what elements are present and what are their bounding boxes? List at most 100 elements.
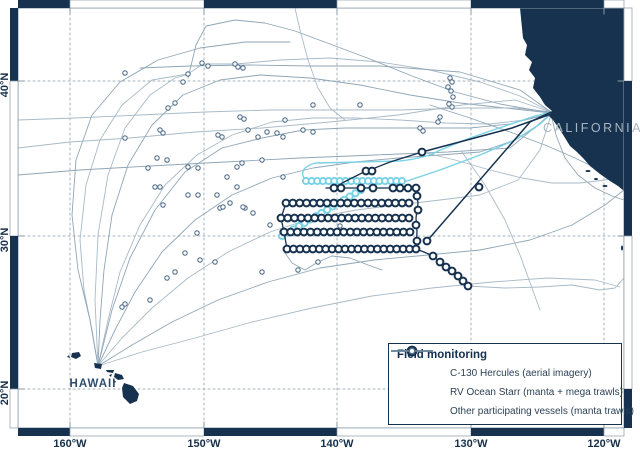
trawl-station-marker [411,183,421,193]
manta-trawl-marker [234,184,240,190]
offshore-island [585,170,591,172]
trawl-station-marker [422,236,432,246]
track-line [421,113,552,153]
graticule-border-segment [624,81,632,236]
graticule-border-segment [471,0,604,8]
c130-loop-line [301,150,439,183]
legend-item-c130: C-130 Hercules (aerial imagery) [391,346,613,383]
manta-trawl-marker [122,70,128,76]
graticule-border-segment [18,428,70,436]
manta-trawl-marker [357,102,363,108]
legend-title: Field monitoring [397,349,488,361]
manta-trawl-marker [280,134,286,140]
trawl-station-marker [329,183,339,193]
manta-trawl-marker [240,204,246,210]
trawl-station-marker [377,198,387,208]
manta-trawl-marker [315,259,321,265]
aerial-image-marker [351,189,360,198]
manta-trawl-marker [241,116,247,122]
hawaiian-island [109,374,112,377]
track-line [17,107,552,121]
manta-trawl-marker [259,269,265,275]
track-line [79,57,552,367]
trawl-station-marker [370,198,380,208]
manta-trawl-marker [165,105,171,111]
trawl-station-marker [388,183,398,193]
trawl-station-marker [441,262,451,272]
manta-trawl-marker [234,164,240,170]
manta-trawl-marker [449,79,455,85]
trawl-station-marker [368,183,378,193]
trawl-station-marker [329,198,339,208]
trawl-station-marker [336,183,346,193]
track-line [97,74,552,367]
manta-trawl-marker [449,104,455,110]
manta-trawl-marker [227,200,233,206]
manta-trawl-marker [212,259,218,265]
graticule-border-segment [336,427,472,437]
offshore-island [602,185,608,187]
graticule-border-segment [471,428,604,436]
manta-trawl-marker [259,157,265,163]
manta-trawl-marker [300,127,306,133]
manta-trawl-marker [282,117,288,123]
legend-marker-sample [408,347,416,355]
manta-trawl-marker [450,94,456,100]
trawl-station-marker [288,198,298,208]
manta-trawl-marker [172,100,178,106]
hawaiian-island [106,370,114,373]
trawl-station-marker [302,198,311,208]
manta-trawl-marker [164,157,170,163]
axis-tick-label: 160°W [53,438,87,450]
manta-trawl-marker [194,230,200,236]
graticule-border-segment [623,7,633,82]
graticule-border-segment [69,427,205,437]
manta-trawl-marker [255,134,261,140]
track-line [97,112,552,367]
trawl-station-marker [295,198,305,208]
map-frame [9,0,633,437]
trawl-station-marker [412,236,422,246]
trawl-station-marker [413,205,423,215]
manta-trawl-marker [160,202,166,208]
trawl-station-marker [404,213,414,223]
manta-trawl-marker [274,130,280,136]
manta-trawl-marker [157,184,163,190]
offshore-island [594,178,598,180]
offshore-island [621,245,623,251]
track-line [71,41,291,367]
trawl-station-marker [412,191,422,201]
hawaiian-island [114,373,124,380]
trawl-station-marker [308,198,318,208]
manta-trawl-marker [154,155,160,161]
hawaii-label: HAWAII [70,378,117,390]
manta-trawl-marker [245,127,251,133]
manta-trawl-marker [240,65,246,71]
trawl-station-marker [363,198,373,208]
manta-trawl-marker [145,165,151,171]
trawl-station-marker [281,198,291,208]
manta-trawl-marker [160,130,166,136]
axis-tick-label: 30°N [0,228,11,253]
manta-trawl-marker [420,128,426,134]
track-line [550,113,625,201]
california-label: CALIFORNIA [543,121,640,135]
other-vessel-tracks [17,7,625,367]
hawaiian-island [71,352,81,359]
manta-trawl-marker [195,192,201,198]
track-line [94,73,191,367]
manta-trawl-marker [122,301,128,307]
axis-tick-label: 150°W [187,438,221,450]
legend-swatch-canvas [391,347,433,355]
legend: Field monitoring C-130 Hercules (aerial … [388,343,634,425]
aerial-image-marker [397,176,407,186]
manta-trawl-marker [295,267,301,273]
graticule-border-segment [624,389,632,428]
manta-trawl-marker [264,129,270,135]
hawaiian-island [67,355,70,358]
track-line [17,99,552,149]
trawl-station-marker [405,227,415,237]
trawl-station-marker [343,198,352,208]
